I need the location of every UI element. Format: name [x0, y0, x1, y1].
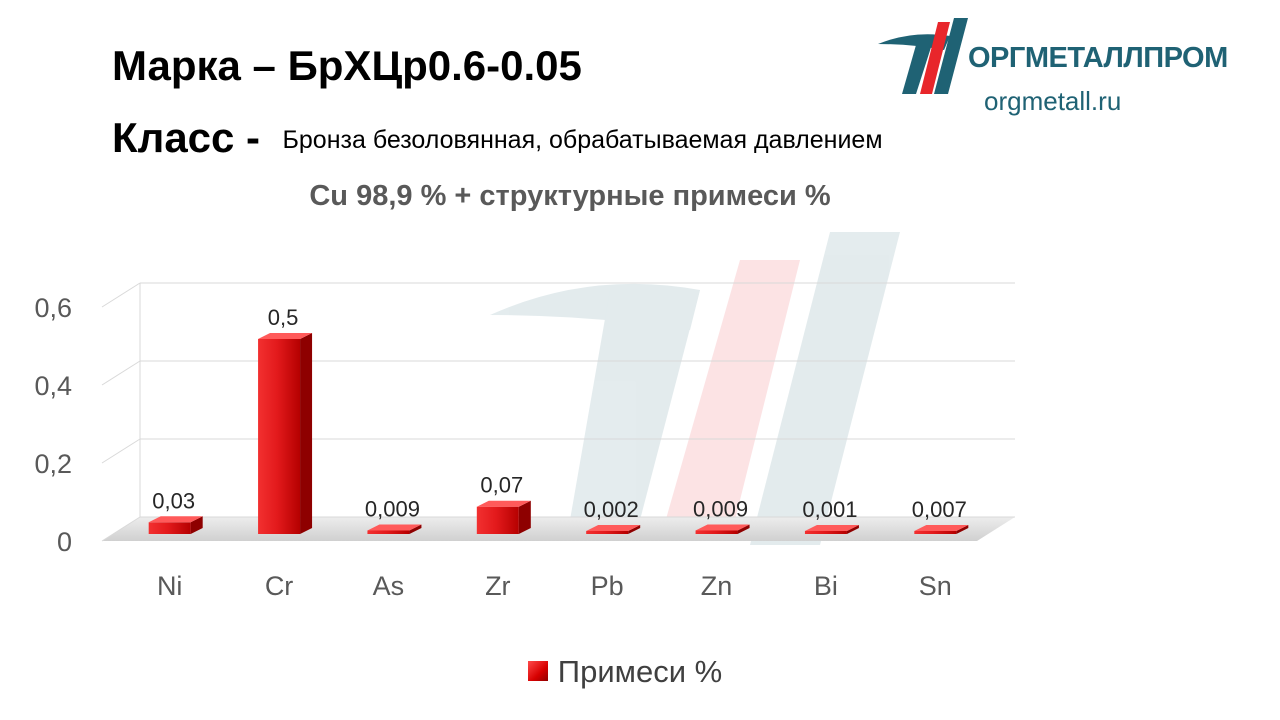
gridline-side — [101, 360, 141, 386]
bar-side — [409, 524, 422, 534]
data-label: 0,001 — [802, 497, 857, 522]
class-label: Класс - — [112, 114, 261, 161]
bar-side — [846, 525, 859, 534]
y-tick-label: 0,2 — [34, 449, 72, 479]
logo[interactable]: ОРГМЕТАЛЛПРОМ orgmetall.ru — [872, 14, 1252, 124]
x-tick-label: Sn — [919, 571, 952, 601]
logo-url[interactable]: orgmetall.ru — [984, 86, 1122, 116]
bar-Ni — [148, 516, 203, 534]
bar-side — [737, 524, 750, 534]
bar-side — [956, 525, 969, 534]
chart-title: Cu 98,9 % + структурные примеси % — [309, 180, 831, 212]
gridline-side — [101, 438, 141, 464]
bar-front — [695, 530, 738, 534]
bar-top — [695, 524, 750, 531]
data-label: 0,5 — [268, 305, 299, 330]
bar-side — [300, 333, 313, 534]
bar-Pb — [586, 525, 641, 534]
bar-top — [586, 525, 641, 531]
bar-front — [148, 522, 191, 534]
page-title: Марка – БрХЦр0.6-0.05 — [112, 42, 582, 89]
bar-front — [914, 531, 957, 534]
legend-swatch — [527, 660, 548, 681]
logo-name: ОРГМЕТАЛЛПРОМ — [968, 42, 1228, 74]
bar-side — [518, 500, 531, 534]
gridline-side — [101, 516, 141, 542]
chart-legend: Примеси % — [0, 654, 1250, 690]
gridline-side — [101, 282, 141, 308]
watermark — [490, 232, 900, 545]
x-tick-label: Pb — [591, 571, 624, 601]
orgmetallprom-logo-icon — [878, 18, 968, 94]
y-tick-label: 0 — [57, 527, 72, 557]
x-tick-label: As — [373, 571, 405, 601]
chart-floor — [102, 517, 1015, 541]
x-tick-label: Bi — [814, 571, 838, 601]
y-tick-label: 0,6 — [34, 293, 72, 323]
bar-front — [804, 531, 847, 534]
y-tick-label: 0,4 — [34, 371, 72, 401]
class-value: Бронза безоловянная, обрабатываемая давл… — [282, 126, 883, 154]
bar-Zn — [695, 524, 750, 534]
legend-label: Примеси % — [557, 654, 723, 689]
data-label: 0,007 — [912, 497, 967, 522]
data-label: 0,07 — [480, 473, 523, 498]
bar-front — [367, 530, 410, 534]
bar-top — [258, 333, 313, 339]
bar-Bi — [804, 525, 859, 534]
bar-Cr — [258, 333, 313, 534]
bar-Sn — [914, 525, 969, 534]
bar-Zr — [476, 500, 531, 534]
bar-front — [258, 339, 301, 534]
bar-front — [476, 506, 519, 534]
bar-side — [190, 516, 203, 534]
bar-front — [586, 531, 629, 534]
bar-top — [804, 525, 859, 531]
x-tick-label: Ni — [157, 571, 183, 601]
bar-side — [628, 525, 641, 534]
bar-top — [476, 500, 531, 507]
data-label: 0,03 — [152, 488, 195, 513]
data-label: 0,002 — [584, 497, 639, 522]
class-line: Класс - Бронза безоловянная, обрабатывае… — [112, 114, 883, 162]
x-tick-label: Cr — [265, 571, 294, 601]
bar-top — [914, 525, 969, 531]
bar-As — [367, 524, 422, 534]
bar-top — [367, 524, 422, 531]
data-label: 0,009 — [693, 496, 748, 521]
data-label: 0,009 — [365, 496, 420, 521]
x-tick-label: Zr — [485, 571, 510, 601]
bar-top — [148, 516, 203, 523]
x-tick-label: Zn — [701, 571, 733, 601]
